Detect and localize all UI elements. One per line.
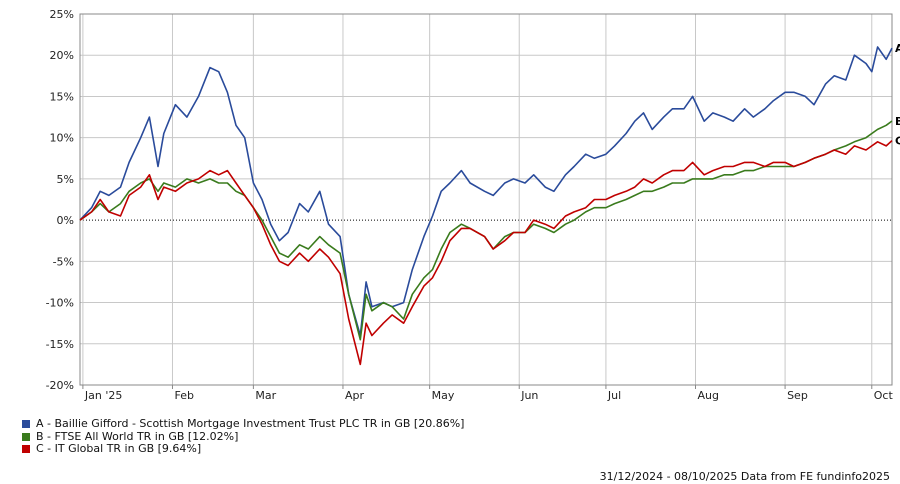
x-tick-label: Sep bbox=[787, 389, 808, 402]
x-tick-label: Feb bbox=[174, 389, 193, 402]
tick-labels: -20% -15% -10% -5% 0% 5% 10% 15% 20% 25% Jan '25 Fe… bbox=[46, 8, 900, 402]
x-tick-label: Mar bbox=[255, 389, 276, 402]
x-tick-label: May bbox=[432, 389, 455, 402]
legend-label-c: C - IT Global TR in GB [9.64%] bbox=[36, 442, 202, 455]
legend-item-a: A - Baillie Gifford - Scottish Mortgage … bbox=[22, 417, 465, 431]
grid-lines bbox=[80, 14, 892, 385]
y-tick-label: -10% bbox=[46, 297, 74, 310]
y-tick-label: 15% bbox=[50, 90, 74, 103]
series-end-label-a: A bbox=[895, 42, 900, 55]
legend-label-a: A - Baillie Gifford - Scottish Mortgage … bbox=[36, 417, 465, 430]
x-tick-label: Apr bbox=[345, 389, 365, 402]
series-end-label-b: B bbox=[895, 115, 900, 128]
x-tick-label: Jul bbox=[607, 389, 621, 402]
legend-swatch-c bbox=[22, 445, 30, 454]
y-tick-label: 20% bbox=[50, 49, 74, 62]
y-tick-label: 10% bbox=[50, 132, 74, 145]
y-tick-label: 0% bbox=[57, 214, 74, 227]
footer-source: 31/12/2024 - 08/10/2025 Data from FE fun… bbox=[599, 470, 890, 483]
plot-border bbox=[79, 13, 893, 386]
y-tick-label: -15% bbox=[46, 338, 74, 351]
y-tick-label: 5% bbox=[57, 173, 74, 186]
series-line-c bbox=[79, 140, 893, 366]
series-end-label-c: C bbox=[895, 135, 900, 148]
series-line-a bbox=[79, 46, 893, 337]
legend-swatch-a bbox=[22, 420, 30, 429]
axes bbox=[79, 13, 893, 389]
y-tick-label: -20% bbox=[46, 379, 74, 392]
x-tick-label: Jun bbox=[520, 389, 538, 402]
x-tick-label: Aug bbox=[698, 389, 719, 402]
legend-swatch-b bbox=[22, 432, 30, 441]
y-tick-label: -5% bbox=[53, 255, 74, 268]
series-lines bbox=[79, 46, 893, 366]
legend: A - Baillie Gifford - Scottish Mortgage … bbox=[22, 417, 465, 456]
series-line-b bbox=[79, 120, 893, 341]
x-tick-label: Oct bbox=[874, 389, 894, 402]
y-tick-label: 25% bbox=[50, 8, 74, 21]
legend-item-c: C - IT Global TR in GB [9.64%] bbox=[22, 442, 464, 456]
x-tick-label: Jan '25 bbox=[84, 389, 122, 402]
legend-item-b: B - FTSE All World TR in GB [12.02%] bbox=[22, 429, 464, 444]
line-chart: -20% -15% -10% -5% 0% 5% 10% 15% 20% 25% Jan '25 Fe… bbox=[46, 8, 900, 402]
legend-label-b: B - FTSE All World TR in GB [12.02%] bbox=[36, 429, 239, 443]
